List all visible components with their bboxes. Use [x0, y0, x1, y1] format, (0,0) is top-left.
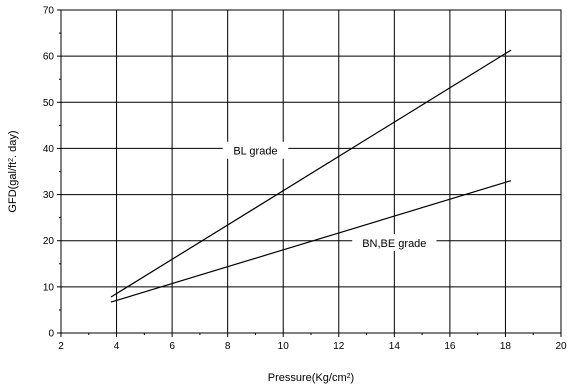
- y-axis-title-end: . day): [7, 130, 19, 158]
- y-tick-label-30: 30: [43, 190, 55, 201]
- x-tick-label-14: 14: [389, 341, 401, 352]
- x-tick-label-12: 12: [333, 341, 345, 352]
- series-line-1: [110, 49, 512, 298]
- series-line-2: [110, 180, 512, 303]
- y-tick-label-20: 20: [43, 236, 55, 247]
- annotation-label-2: BN,BE grade: [362, 238, 426, 250]
- x-tick-label-6: 6: [169, 341, 175, 352]
- y-tick-label-40: 40: [43, 144, 55, 155]
- x-tick-label-4: 4: [114, 341, 120, 352]
- x-axis-title-main: Pressure(Kg/cm: [268, 372, 347, 384]
- x-tick-label-20: 20: [555, 341, 567, 352]
- y-axis-title-main: GFD(gal/ft: [7, 162, 19, 213]
- x-axis-title-sup: 2: [347, 373, 351, 380]
- plot-frame: [60, 9, 562, 334]
- y-tick-label-50: 50: [43, 98, 55, 109]
- annotation-label-1: BL grade: [233, 146, 277, 158]
- ticks: 2 4 6 8 10 12 14 16 18 20 0 10 20 30 40 50 60 70: [43, 6, 567, 353]
- x-axis-title: Pressure(Kg/cm2): [268, 372, 354, 384]
- grid: [60, 9, 562, 334]
- y-axis-title-sup: 2: [8, 158, 15, 162]
- annotation-background-2: [352, 234, 437, 252]
- x-tick-label-18: 18: [500, 341, 512, 352]
- y-tick-label-0: 0: [48, 329, 54, 340]
- x-tick-label-16: 16: [444, 341, 456, 352]
- y-tick-label-70: 70: [43, 6, 55, 17]
- annotation-background-1: [222, 141, 289, 159]
- y-tick-label-10: 10: [43, 282, 55, 293]
- y-axis-title: GFD(gal/ft2. day): [7, 130, 19, 212]
- x-tick-label-2: 2: [58, 341, 64, 352]
- y-tick-label-60: 60: [43, 52, 55, 63]
- x-tick-label-8: 8: [225, 341, 231, 352]
- series-lines: [110, 49, 512, 303]
- x-tick-label-10: 10: [278, 341, 290, 352]
- x-axis-title-end: ): [351, 372, 355, 384]
- annotations: BL grade BN,BE grade: [222, 141, 437, 252]
